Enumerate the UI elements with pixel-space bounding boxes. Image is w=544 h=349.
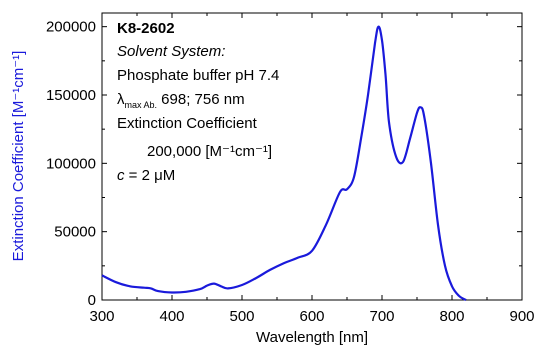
y-tick-label: 50000 [54,224,96,241]
concentration-line: c = 2 μM [117,167,175,184]
y-tick-label: 0 [88,292,96,309]
compound-name: K8-2602 [117,20,175,37]
x-tick-label: 800 [439,308,464,325]
x-tick-label: 400 [159,308,184,325]
extinction-heading: Extinction Coefficient [117,115,258,132]
x-tick-label: 700 [369,308,394,325]
y-tick-label: 100000 [46,155,96,172]
lambda-max-line: λmax Ab. 698; 756 nm [117,91,245,110]
x-tick-label: 500 [229,308,254,325]
x-tick-label: 600 [299,308,324,325]
solvent-value: Phosphate buffer pH 7.4 [117,67,279,84]
x-tick-label: 300 [89,308,114,325]
concentration-value: = 2 μM [125,167,176,184]
y-tick-label: 150000 [46,87,96,104]
y-tick-label: 200000 [46,19,96,36]
x-axis-title: Wavelength [nm] [256,329,368,346]
x-tick-label: 900 [509,308,534,325]
extinction-value: 200,000 [M⁻¹cm⁻¹] [147,143,272,160]
y-axis-title: Extinction Coefficient [M⁻¹cm⁻¹] [10,51,27,262]
solvent-heading: Solvent System: [117,43,225,60]
annotation-block: K8-2602 Solvent System: Phosphate buffer… [117,20,279,184]
lambda-values: 698; 756 nm [157,91,245,108]
lambda-subscript: max Ab. [125,100,158,110]
